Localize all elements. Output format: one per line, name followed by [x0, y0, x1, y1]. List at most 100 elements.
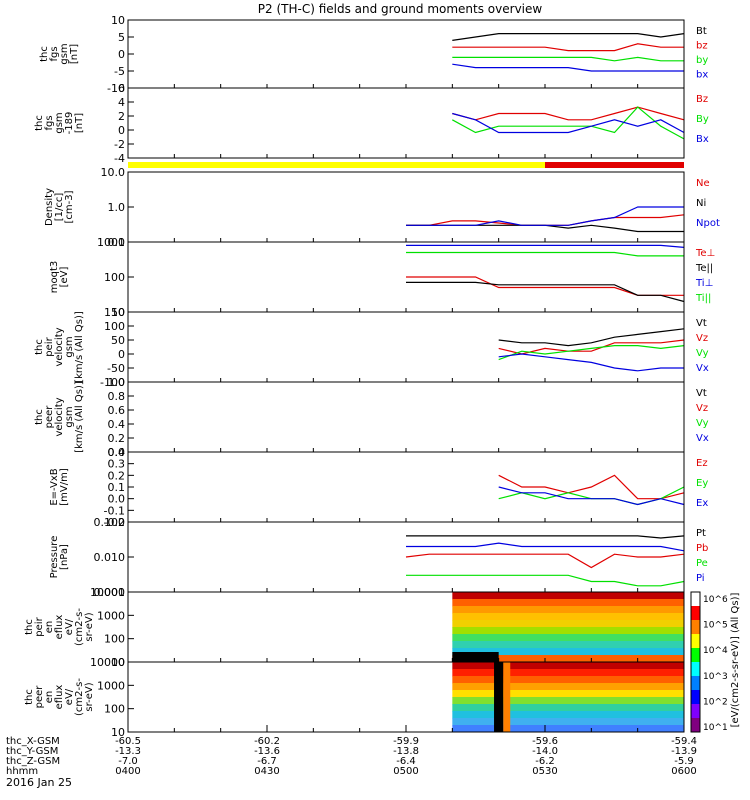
- y-tick-label: 0.001: [94, 586, 126, 599]
- x-row-value: -13.3: [115, 746, 141, 757]
- status-bar-red: [545, 162, 684, 168]
- legend-entry: Ti⊥: [695, 278, 713, 289]
- series-line-Pb: [405, 553, 685, 569]
- y-tick-label: 0.4: [108, 418, 126, 431]
- x-row-value: -14.0: [532, 746, 558, 757]
- legend-entry: Bt: [696, 26, 707, 37]
- legend-entry: Vx: [696, 363, 709, 374]
- y-axis-label: gsm: [64, 406, 75, 427]
- legend-entry: Ti||: [695, 293, 711, 304]
- y-tick-label: 0.010: [94, 551, 126, 564]
- series-line-Pe: [406, 574, 685, 587]
- heatmap-band: [452, 599, 684, 607]
- y-axis-label: [mV/m]: [59, 468, 70, 506]
- series-line-Ne: [406, 214, 685, 226]
- x-row-label: hhmm: [6, 766, 38, 777]
- heatmap-band: [452, 704, 684, 712]
- x-row-value: 0430: [254, 766, 279, 777]
- y-axis-label: [km/s (All Qs)]: [74, 381, 85, 453]
- heatmap-band: [452, 718, 684, 726]
- legend-entry: bx: [696, 70, 708, 81]
- legend-entry: Ne: [696, 178, 710, 189]
- panel-10: 10000 1000 100 10 thc peer en eflux eV/(cm2-s-sr…: [24, 656, 685, 739]
- y-tick-label: 10: [111, 656, 125, 669]
- x-row-value: -59.6: [532, 736, 558, 747]
- heatmap-band: [452, 655, 684, 663]
- legend-entry: Pe: [696, 558, 708, 569]
- legend-entry: Ex: [696, 498, 708, 509]
- y-axis-label: [km/s (All Qs)]: [74, 311, 85, 383]
- panel-8: 0.100 0.010 0.001 Pressure [nPa] Pt Pb Pe Pi: [49, 516, 708, 599]
- y-axis-label: moqt3: [49, 261, 60, 294]
- legend-entry: By: [696, 114, 709, 125]
- y-axis-label: [cm-3]: [64, 190, 75, 223]
- legend-entry: Ez: [696, 458, 708, 469]
- heatmap-band: [452, 627, 684, 635]
- y-axis-label: fgs: [44, 115, 55, 130]
- heatmap-band: [452, 725, 684, 733]
- series-line-Vy: [498, 345, 685, 361]
- legend-entry: Vy: [696, 418, 709, 429]
- heatmap-band: [452, 676, 684, 684]
- legend-entry: Vz: [696, 403, 708, 414]
- series-line-Ti⊥: [406, 244, 685, 248]
- series-line-Ex: [498, 486, 685, 506]
- heatmap-band: [452, 711, 684, 719]
- y-tick-label: 0: [118, 124, 125, 137]
- figure-title: P2 (TH-C) fields and ground moments over…: [258, 2, 543, 16]
- series-line-Ti||: [406, 251, 684, 257]
- x-axis: thc_X-GSM -60.5 -60.2 -59.9 -59.6 -59.4 thc_Y-…: [6, 725, 697, 777]
- heatmap-gap: [494, 662, 504, 732]
- legend-entry: Vt: [696, 318, 707, 329]
- y-tick-label: 10000: [90, 586, 125, 599]
- colorbar-tick: 10^4: [703, 646, 728, 656]
- y-tick-label: -50: [107, 362, 125, 375]
- y-tick-label: 100: [104, 320, 125, 333]
- y-axis-label: velocity: [54, 397, 65, 436]
- heatmap-band: [452, 620, 684, 628]
- x-row-value: -6.4: [396, 756, 416, 767]
- x-row-value: -13.8: [393, 746, 419, 757]
- y-axis-label: [nT]: [74, 113, 85, 133]
- y-tick-label: -2: [114, 138, 125, 151]
- y-tick-label: 0.100: [94, 516, 126, 529]
- heatmap-band: [452, 641, 684, 649]
- y-tick-label: 10.0: [101, 166, 126, 179]
- x-row-value: -59.9: [393, 736, 419, 747]
- x-row-label: thc_Z-GSM: [6, 756, 60, 767]
- y-axis-label: eflux: [54, 615, 65, 640]
- legend-entry: Vz: [696, 333, 708, 344]
- y-tick-label: 10: [111, 306, 125, 319]
- y-tick-label: 0.3: [108, 458, 126, 471]
- legend-entry: Vx: [696, 433, 709, 444]
- y-axis-label: eflux: [54, 685, 65, 710]
- colorbar-band: [691, 704, 700, 719]
- y-tick-label: 1000: [97, 609, 125, 622]
- y-tick-label: 1.0: [108, 201, 126, 214]
- x-row-value: -59.4: [671, 736, 697, 747]
- y-tick-label: 4: [118, 96, 125, 109]
- colorbar-band: [691, 634, 700, 649]
- colorbar-tick: 10^6: [703, 595, 728, 605]
- panel-1: 10 5 0 -5 -10 thc fgs gsm [nT] Bt bz by bx: [39, 14, 708, 95]
- y-tick-label: -10: [107, 82, 125, 95]
- colorbar-band: [691, 592, 700, 607]
- y-tick-label: 0.0: [108, 446, 126, 459]
- heatmap-lowband: [452, 652, 499, 662]
- legend-entry: by: [696, 55, 708, 66]
- x-row-label: thc_Y-GSM: [6, 746, 58, 757]
- y-axis-label: Density: [44, 188, 55, 226]
- y-tick-label: 6: [118, 82, 125, 95]
- x-row-value: -7.0: [118, 756, 138, 767]
- heatmap-band: [452, 669, 684, 677]
- x-row-value: 0600: [671, 766, 696, 777]
- date-label: 2016 Jan 25: [6, 776, 72, 789]
- series-line-Ez: [498, 474, 685, 500]
- x-row-value: 0500: [393, 766, 418, 777]
- colorbar-frame: [690, 591, 701, 733]
- series-line-by: [452, 56, 684, 62]
- y-axis-label: [eV]: [59, 267, 70, 288]
- series-line-Te⊥: [406, 276, 684, 296]
- panel-9: 10000 1000 100 10 thc peir en eflux eV/(cm2-s-sr…: [24, 586, 685, 669]
- y-axis-label: gsm: [54, 112, 65, 133]
